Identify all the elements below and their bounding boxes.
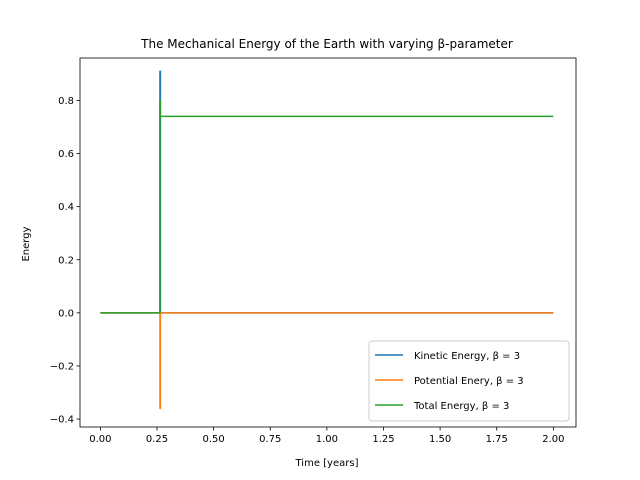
- y-tick-label: 0.0: [58, 308, 74, 319]
- y-tick-label: 0.2: [58, 255, 74, 266]
- x-tick-label: 0.25: [146, 434, 168, 445]
- x-tick-label: 1.00: [316, 434, 338, 445]
- plot-frame: [79, 57, 577, 428]
- plot-area: [79, 57, 577, 428]
- legend: Kinetic Energy, β = 3 Potential Enery, β …: [368, 340, 570, 422]
- y-tick-label: 0.8: [58, 96, 74, 107]
- y-tick-label: 0.6: [58, 149, 74, 160]
- x-tick-label: 1.75: [486, 434, 508, 445]
- x-axis: 0.00 0.25 0.50 0.75 1.00 1.25 1.50 1.75 2.00: [89, 427, 564, 445]
- x-tick-label: 2.00: [542, 434, 564, 445]
- series-line-1: [100, 70, 554, 314]
- y-axis-label: Energy: [21, 226, 32, 261]
- y-tick-label: −0.4: [50, 415, 74, 426]
- y-axis: −0.4 −0.2 0.0 0.2 0.4 0.6 0.8: [50, 96, 80, 426]
- x-axis-label: Time [years]: [295, 458, 359, 469]
- x-tick-label: 0.00: [89, 434, 111, 445]
- legend-label-3: Total Energy, β = 3: [413, 401, 509, 412]
- x-tick-label: 1.50: [429, 434, 451, 445]
- y-tick-label: −0.2: [50, 361, 74, 372]
- legend-box: [368, 340, 570, 422]
- series-line-3: [100, 99, 554, 314]
- chart-title: The Mechanical Energy of the Earth with …: [140, 37, 513, 51]
- x-tick-label: 0.75: [259, 434, 281, 445]
- x-tick-label: 0.50: [202, 434, 224, 445]
- x-tick-label: 1.25: [372, 434, 394, 445]
- legend-label-2: Potential Enery, β = 3: [414, 376, 524, 387]
- legend-label-1: Kinetic Energy, β = 3: [414, 351, 520, 362]
- y-tick-label: 0.4: [58, 202, 74, 213]
